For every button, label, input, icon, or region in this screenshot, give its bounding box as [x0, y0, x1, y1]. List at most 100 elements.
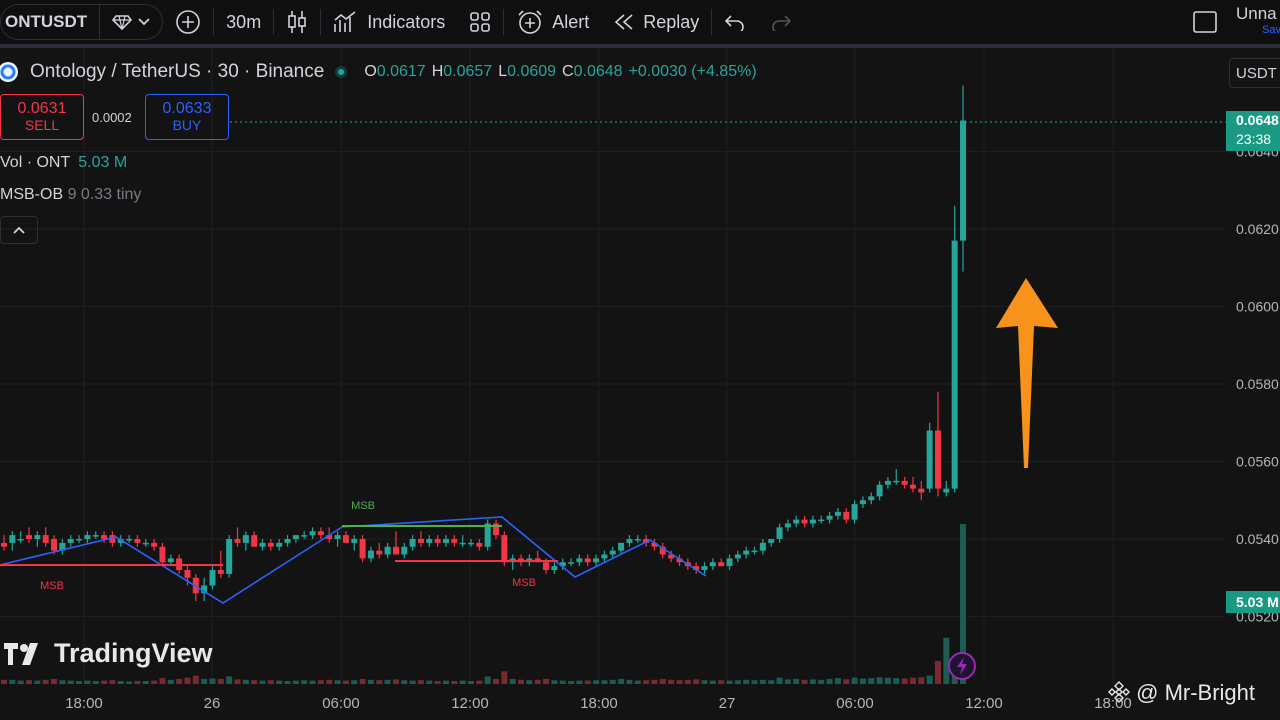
sell-button[interactable]: 0.0631 SELL [0, 94, 84, 140]
collapse-legend-button[interactable] [0, 216, 38, 244]
candle-body [426, 539, 433, 543]
tradingview-logo[interactable]: TradingView [4, 638, 213, 669]
layouts-button[interactable] [457, 0, 503, 44]
volume-bar [943, 637, 950, 684]
candle-body [568, 562, 575, 564]
candle-body [793, 519, 800, 524]
msb-ob-label: MSB-OB [0, 186, 64, 203]
top-toolbar: ONTUSDT 30m [0, 0, 1280, 48]
candle-body [776, 527, 783, 539]
last-price-value: 0.0648 [1236, 112, 1279, 128]
volume-bar [0, 679, 8, 684]
interval-button[interactable]: 30m [214, 0, 273, 44]
volume-bar [759, 679, 766, 684]
candle-body [751, 550, 758, 553]
volume-bar [301, 680, 308, 684]
candle-body [267, 542, 274, 547]
candle-body [76, 539, 83, 541]
volume-bar [593, 680, 600, 684]
diamond-icon [112, 15, 133, 30]
toolbar-divider [503, 9, 505, 35]
volume-bar [92, 681, 99, 684]
change-value: +0.0030 (+4.85%) [628, 63, 757, 80]
volume-bar [209, 678, 216, 684]
buy-button[interactable]: 0.0633 BUY [145, 94, 229, 140]
replay-button[interactable]: Replay [601, 0, 711, 44]
chart-type-button[interactable] [274, 0, 320, 44]
redo-button[interactable] [758, 0, 804, 44]
volume-bar [609, 679, 616, 684]
candle-body [784, 523, 791, 528]
candle-body [367, 550, 374, 559]
volume-bar [676, 680, 683, 684]
volume-bar [909, 677, 916, 684]
candle-body [943, 488, 950, 493]
volume-bar [42, 679, 49, 684]
candle-body [543, 562, 550, 570]
volume-bar [401, 680, 408, 684]
candle-body [242, 535, 249, 543]
volume-bar [868, 678, 875, 684]
volume-bar [192, 675, 199, 684]
volume-bar [284, 681, 291, 684]
indicators-button[interactable]: Indicators [321, 0, 457, 44]
volume-bar [793, 678, 800, 684]
alert-label: Alert [552, 11, 590, 32]
candle-body [759, 542, 766, 551]
fullscreen-button[interactable] [1192, 10, 1218, 39]
volume-bar [59, 680, 66, 684]
candle-body [818, 519, 825, 522]
volume-legend[interactable]: Vol · ONT 5.03 M [0, 154, 127, 172]
redo-icon [772, 15, 792, 31]
candle-body [551, 566, 558, 570]
candle-body [151, 542, 158, 547]
alert-button[interactable]: Alert [504, 0, 601, 44]
candle-body [593, 558, 600, 563]
volume-bar [818, 679, 825, 684]
candle-body [451, 539, 458, 543]
volume-bar [484, 676, 491, 684]
volume-bar [242, 679, 249, 684]
volume-bar [117, 681, 124, 684]
layout-name[interactable]: Unna [1236, 4, 1277, 23]
volume-bar [309, 680, 316, 684]
time-tick-label: 12:00 [451, 695, 489, 712]
candle-body [359, 539, 366, 559]
chart-title[interactable]: Ontology / TetherUS · 30 · Binance [30, 61, 325, 82]
candle-body [259, 542, 266, 547]
candle-body [67, 539, 74, 543]
volume-bar [326, 679, 333, 684]
undo-button[interactable] [712, 0, 758, 44]
candle-body [284, 539, 291, 543]
volume-bar [376, 680, 383, 684]
volume-bar [568, 681, 575, 684]
msb-ob-legend[interactable]: MSB-OB 9 0.33 tiny [0, 186, 141, 204]
candle-body [901, 480, 908, 485]
candle-body [109, 535, 116, 543]
price-tick-label: 0.0540 [1236, 531, 1279, 547]
volume-bar [768, 680, 775, 684]
candle-body [234, 539, 241, 543]
symbol-search-box[interactable]: ONTUSDT [0, 4, 164, 40]
candle-body [17, 539, 24, 541]
open-value: 0.0617 [376, 63, 426, 80]
candle-body [217, 570, 224, 574]
volume-bar [167, 679, 174, 684]
add-symbol-button[interactable] [163, 0, 213, 44]
toolbar-divider [711, 9, 713, 35]
candle-body [309, 531, 316, 536]
watchlist-dropdown[interactable] [100, 14, 162, 30]
candle-body [726, 558, 733, 567]
zigzag-line [0, 516, 707, 604]
price-tick-label: 0.0580 [1236, 376, 1279, 392]
close-value: 0.0648 [573, 63, 623, 80]
candle-body [693, 566, 700, 570]
candle-body [609, 550, 616, 555]
volume-bar [618, 678, 625, 684]
volume-bar [76, 681, 83, 684]
currency-selector[interactable]: USDT [1229, 58, 1280, 88]
volume-bar [643, 680, 650, 684]
volume-bar [509, 678, 516, 684]
volume-bar [826, 678, 833, 684]
